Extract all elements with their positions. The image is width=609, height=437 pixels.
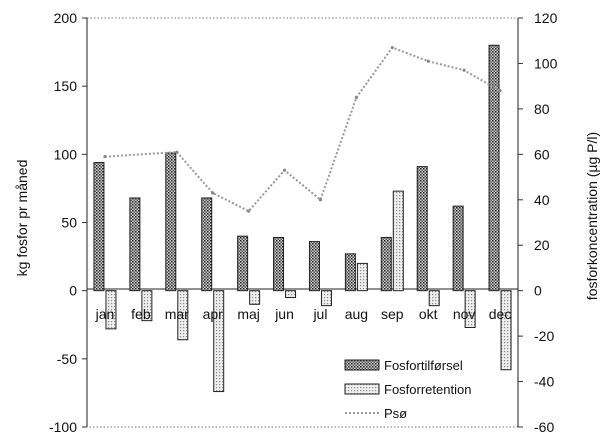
- bar-fosfortilfoersel-apr: [201, 197, 213, 292]
- point-psoe: [175, 150, 179, 154]
- point-psoe: [426, 59, 430, 63]
- point-psoe: [318, 198, 323, 202]
- category-label-aug: aug: [345, 306, 368, 322]
- category-label-feb: feb: [131, 306, 151, 322]
- legend-label-psoe: Psø: [384, 406, 407, 421]
- bar-fosfortilfoersel-mar: [165, 152, 177, 292]
- left-axis-ticks: 200 150 100 50 0 -50 -100: [49, 10, 87, 435]
- category-label-apr: apr: [203, 306, 224, 322]
- bar-fosforretention-okt: [428, 290, 440, 307]
- left-tick-label: 50: [61, 215, 77, 231]
- bar-fosforretention-aug: [356, 262, 368, 292]
- legend-label-fosforretention: Fosforretention: [384, 382, 471, 397]
- left-axis-title: kg fosfor pr måned: [14, 160, 30, 277]
- left-tick-label: -100: [49, 419, 77, 435]
- point-psoe: [462, 68, 466, 72]
- left-tick-label: -50: [57, 351, 77, 367]
- category-label-sep: sep: [381, 306, 404, 322]
- bar-fosforretention-jun: [285, 290, 297, 298]
- point-psoe: [282, 168, 287, 172]
- category-label-jun: jun: [274, 306, 294, 322]
- line-psoe: [104, 46, 501, 213]
- bar-fosfortilfoersel-okt: [416, 166, 428, 292]
- right-tick-label: -40: [534, 374, 554, 390]
- bar-fosfortilfoersel-jul: [308, 241, 320, 292]
- right-tick-label: 20: [534, 237, 550, 253]
- point-psoe: [354, 95, 358, 100]
- bar-fosforretention-feb: [141, 290, 153, 322]
- bar-fosfortilfoersel-nov: [452, 205, 464, 292]
- right-tick-label: 80: [534, 101, 550, 117]
- point-psoe: [390, 45, 394, 50]
- bar-fosforretention-maj: [249, 290, 261, 305]
- psoe-line: [103, 45, 502, 213]
- bar-fosfortilfoersel-maj: [237, 235, 249, 292]
- bars: [93, 44, 512, 393]
- legend: Fosfortilførsel Fosforretention Psø: [344, 358, 471, 421]
- bar-fosforretention-apr: [213, 290, 225, 393]
- bar-fosfortilfoersel-jan: [93, 162, 105, 292]
- bar-fosforretention-nov: [464, 290, 476, 328]
- category-label-jul: jul: [312, 306, 327, 322]
- left-tick-label: 100: [54, 146, 78, 162]
- legend-label-fosfortilfoersel: Fosfortilførsel: [384, 358, 463, 373]
- bar-fosfortilfoersel-dec: [488, 44, 500, 292]
- right-axis-title: fosforkoncentration (µg P/l): [584, 132, 600, 300]
- right-tick-label: -20: [534, 328, 554, 344]
- right-tick-label: 100: [534, 55, 558, 71]
- bar-fosforretention-dec: [500, 290, 512, 371]
- left-tick-label: 0: [69, 283, 77, 299]
- category-label-okt: okt: [419, 306, 438, 322]
- right-tick-label: 0: [534, 283, 542, 299]
- category-labels: jan feb mar apr maj jun jul aug sep okt nov dec: [95, 306, 512, 322]
- legend-swatch-fosforretention: [344, 383, 380, 395]
- bar-fosfortilfoersel-jun: [273, 236, 285, 292]
- point-psoe: [498, 89, 502, 93]
- category-label-maj: maj: [237, 306, 260, 322]
- legend-swatch-fosfortilfoersel: [344, 359, 380, 371]
- bar-fosforretention-mar: [177, 290, 189, 341]
- right-tick-label: 120: [534, 10, 558, 26]
- left-tick-label: 150: [54, 78, 78, 94]
- category-label-jan: jan: [95, 306, 115, 322]
- bar-fosfortilfoersel-aug: [344, 253, 356, 292]
- bar-fosforretention-jul: [320, 290, 332, 307]
- right-tick-label: 40: [534, 192, 550, 208]
- category-label-dec: dec: [489, 306, 512, 322]
- bar-fosfortilfoersel-sep: [380, 236, 392, 292]
- right-axis-ticks: 120 100 80 60 40 20 0 -20 -40 -60: [518, 10, 558, 435]
- point-psoe: [103, 155, 107, 159]
- category-label-nov: nov: [453, 306, 476, 322]
- bar-fosforretention-jan: [105, 290, 117, 330]
- right-tick-label: 60: [534, 146, 550, 162]
- category-label-mar: mar: [165, 306, 189, 322]
- bar-fosforretention-sep: [392, 190, 404, 292]
- point-psoe: [211, 191, 215, 195]
- bar-fosfortilfoersel-feb: [129, 197, 141, 292]
- left-tick-label: 200: [54, 10, 78, 26]
- point-psoe: [247, 209, 251, 213]
- right-tick-label: -60: [534, 419, 554, 435]
